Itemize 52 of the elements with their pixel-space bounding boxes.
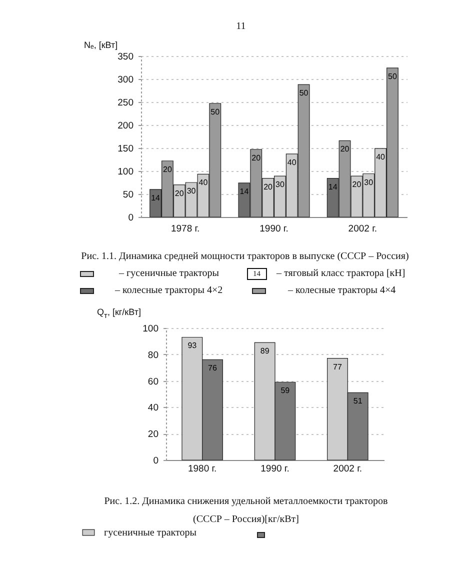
text: 14 xyxy=(328,182,338,192)
y-tick-label: 20 xyxy=(148,429,158,440)
series-label: 40 xyxy=(198,178,208,188)
text: – колесные тракторы 4×2 xyxy=(115,284,223,298)
y-tick-label: 0 xyxy=(128,212,134,224)
y-tick-label: 100 xyxy=(118,166,134,178)
y-tick-label: 150 xyxy=(118,144,134,154)
text: – колесные тракторы 4×4 xyxy=(288,284,396,298)
x-tick-label: 1980 г. xyxy=(188,464,217,474)
y-tick-label: 300 xyxy=(118,74,134,86)
y-tick-label: 200 xyxy=(118,120,134,132)
legend-label: гусеничные тракторы xyxy=(104,528,197,538)
series-label: 50 xyxy=(388,72,398,81)
y-tick-label: 60 xyxy=(148,376,158,388)
text: 50 xyxy=(210,107,220,116)
text: 14 xyxy=(240,186,249,196)
data-label: 93 xyxy=(188,341,198,350)
x-tick-label: 1990 г. xyxy=(260,464,290,474)
text: 20 xyxy=(264,182,272,192)
data-label: 89 xyxy=(260,346,270,356)
y-axis-title: Q$_{т}$, [кг/кВт] xyxy=(97,306,141,322)
data-label: 59 xyxy=(280,386,290,396)
series-label: 20 xyxy=(174,188,184,198)
text: 20 xyxy=(340,144,350,154)
y-axis-title: Nₑ, [кВт] xyxy=(84,39,118,51)
text: 40 xyxy=(376,152,385,162)
y-tick-label: 0 xyxy=(153,456,158,466)
series-label: 20 xyxy=(252,153,262,162)
y-tick-label: 350 xyxy=(118,52,134,62)
data-label: 77 xyxy=(333,362,342,372)
x-tick-label: 1990 г. xyxy=(260,224,288,234)
y-tick-label: 80 xyxy=(148,350,158,361)
text: 11 xyxy=(235,20,247,34)
text: 50 xyxy=(299,88,308,98)
text: 30 xyxy=(186,186,196,196)
text: – гусеничные тракторы xyxy=(119,267,219,281)
y-tick-label: 40 xyxy=(148,402,158,414)
data-label: 76 xyxy=(208,364,218,373)
x-tick-label: 1978 г. xyxy=(170,224,200,234)
y-tick-label: 250 xyxy=(118,98,134,108)
text: 30 xyxy=(364,178,374,187)
y-tick-label: 100 xyxy=(142,324,158,334)
series-label: 14 xyxy=(151,193,161,202)
x-tick-label: 2002 г. xyxy=(333,464,362,474)
series-label: 30 xyxy=(276,180,285,190)
data-label: 51 xyxy=(353,396,363,406)
text: 20 xyxy=(163,164,172,174)
text: 20 xyxy=(352,180,362,190)
x-tick-label: 2002 г. xyxy=(348,224,378,234)
y-tick-label: 50 xyxy=(122,190,134,200)
text: Рис. 1.1. Динамика средней мощности тракторов в выпуске (СССР – Россия) xyxy=(80,250,410,264)
text: 40 xyxy=(287,158,296,167)
